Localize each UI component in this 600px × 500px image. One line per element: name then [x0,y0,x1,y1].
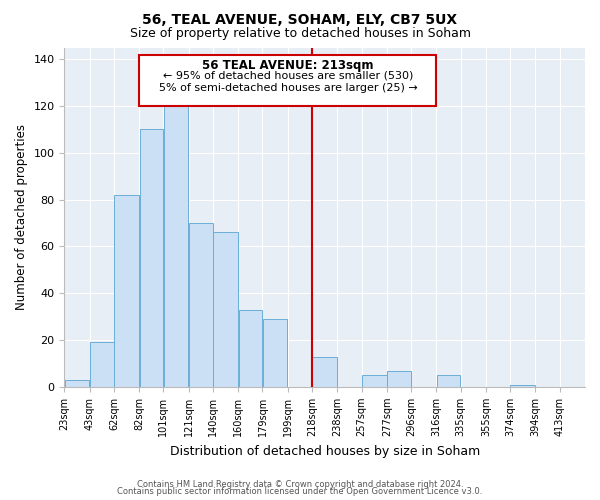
Text: ← 95% of detached houses are smaller (530): ← 95% of detached houses are smaller (53… [163,71,413,81]
Text: Contains HM Land Registry data © Crown copyright and database right 2024.: Contains HM Land Registry data © Crown c… [137,480,463,489]
Bar [115,195,139,387]
Bar [65,380,89,387]
Bar [387,370,410,387]
Text: Size of property relative to detached houses in Soham: Size of property relative to detached ho… [130,28,470,40]
Bar [164,76,188,387]
Bar [239,310,262,387]
Y-axis label: Number of detached properties: Number of detached properties [15,124,28,310]
Bar [263,319,287,387]
Bar [90,342,113,387]
Text: 5% of semi-detached houses are larger (25) →: 5% of semi-detached houses are larger (2… [158,82,417,92]
Bar [189,223,212,387]
X-axis label: Distribution of detached houses by size in Soham: Distribution of detached houses by size … [170,444,480,458]
Text: 56 TEAL AVENUE: 213sqm: 56 TEAL AVENUE: 213sqm [202,59,374,72]
Bar [214,232,238,387]
Text: 56, TEAL AVENUE, SOHAM, ELY, CB7 5UX: 56, TEAL AVENUE, SOHAM, ELY, CB7 5UX [142,12,458,26]
Bar [437,375,460,387]
Bar [140,130,163,387]
Bar [362,375,386,387]
Bar [511,384,535,387]
Text: Contains public sector information licensed under the Open Government Licence v3: Contains public sector information licen… [118,488,482,496]
Bar [313,356,337,387]
Bar [139,54,436,106]
